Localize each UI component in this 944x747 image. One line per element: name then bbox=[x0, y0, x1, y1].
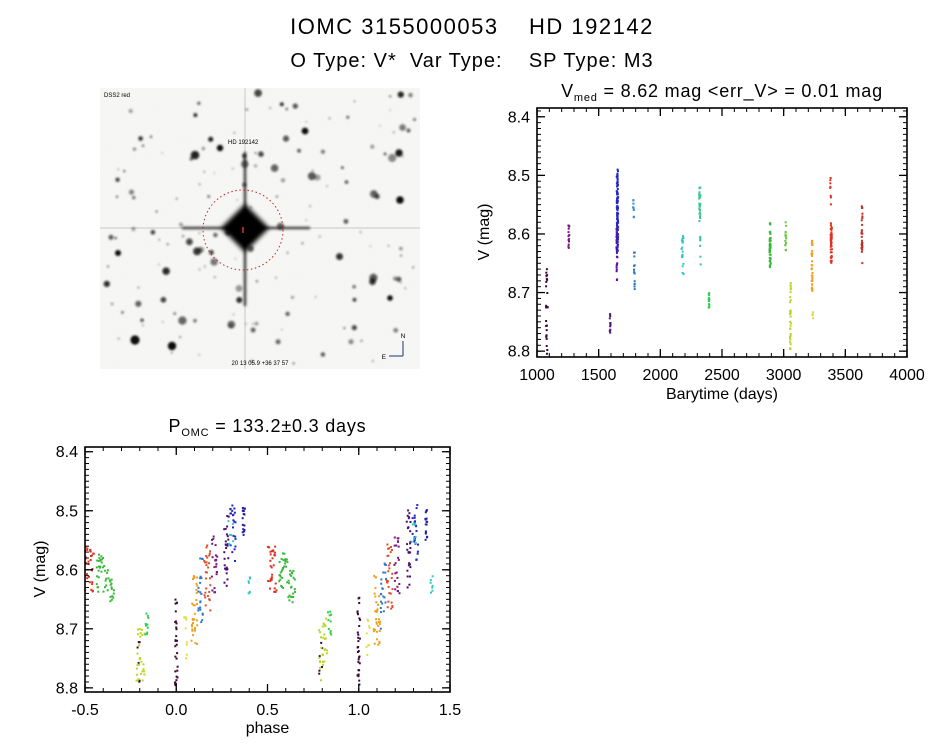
target-marker bbox=[202, 189, 284, 271]
finding-chart: DSS2 red HD 192142 20 13 05.9 +36 37 57 … bbox=[100, 88, 420, 369]
compass-north-label: N bbox=[401, 333, 406, 340]
central-star bbox=[182, 152, 310, 306]
svg-text:8.7: 8.7 bbox=[508, 285, 530, 302]
coords-label: 20 13 05.9 +36 37 57 bbox=[232, 361, 290, 367]
phase-tick-labels: -0.5 0.0 0.5 1.0 1.5 8.4 8.5 8.6 8.7 8.8 bbox=[56, 444, 461, 719]
time-yaxis-label: V (mag) bbox=[476, 204, 493, 261]
svg-text:3000: 3000 bbox=[766, 367, 802, 384]
svg-text:8.4: 8.4 bbox=[508, 109, 530, 126]
svg-text:0.5: 0.5 bbox=[256, 702, 278, 719]
svg-text:1.0: 1.0 bbox=[348, 702, 370, 719]
svg-text:8.6: 8.6 bbox=[508, 226, 530, 243]
phase-xaxis-label: phase bbox=[246, 720, 290, 737]
time-axis-frame bbox=[536, 107, 908, 358]
svg-text:3500: 3500 bbox=[828, 367, 864, 384]
svg-text:8.5: 8.5 bbox=[56, 503, 78, 520]
phase-axis-ticks bbox=[84, 447, 451, 692]
svg-text:0.0: 0.0 bbox=[165, 702, 187, 719]
compass-icon bbox=[389, 341, 404, 357]
page-title: IOMC 3155000053 HD 192142 bbox=[290, 14, 654, 39]
svg-text:8.8: 8.8 bbox=[56, 680, 78, 697]
phase-data-points bbox=[84, 504, 434, 687]
svg-text:-0.5: -0.5 bbox=[71, 702, 99, 719]
svg-text:2000: 2000 bbox=[643, 367, 679, 384]
time-tick-labels: 1000 1500 2000 2500 3000 3500 4000 8.4 8.5 8.6 8.7… bbox=[508, 109, 925, 384]
target-label: HD 192142 bbox=[228, 140, 259, 146]
time-chart-title: Vmed = 8.62 mag <err_V> = 0.01 mag bbox=[561, 81, 883, 104]
star-dots bbox=[103, 89, 416, 365]
survey-label: DSS2 red bbox=[104, 93, 130, 99]
time-xaxis-label: Barytime (days) bbox=[666, 386, 778, 403]
time-data-points bbox=[545, 168, 864, 355]
svg-text:8.4: 8.4 bbox=[56, 444, 78, 461]
time-series-chart: Vmed = 8.62 mag <err_V> = 0.01 mag 1000 15… bbox=[455, 80, 944, 410]
phase-folded-chart: POMC = 133.2±0.3 days -0.5 0.0 0.5 1.0 1.5 8.4… bbox=[20, 415, 490, 747]
svg-text:2500: 2500 bbox=[704, 367, 740, 384]
time-axis-ticks bbox=[536, 108, 908, 358]
svg-text:4000: 4000 bbox=[889, 367, 925, 384]
time-chart-svg: Vmed = 8.62 mag <err_V> = 0.01 mag 1000 15… bbox=[476, 81, 925, 403]
svg-text:8.5: 8.5 bbox=[508, 168, 530, 185]
svg-text:1000: 1000 bbox=[519, 367, 555, 384]
svg-text:1.5: 1.5 bbox=[439, 702, 461, 719]
phase-yaxis-label: V (mag) bbox=[32, 541, 49, 598]
finding-chart-svg: DSS2 red HD 192142 20 13 05.9 +36 37 57 … bbox=[100, 88, 420, 369]
page-subtitle: O Type: V* Var Type: SP Type: M3 bbox=[290, 50, 654, 72]
phase-axis-frame bbox=[84, 446, 451, 693]
svg-text:1500: 1500 bbox=[581, 367, 617, 384]
svg-text:8.8: 8.8 bbox=[508, 344, 530, 361]
phase-chart-svg: POMC = 133.2±0.3 days -0.5 0.0 0.5 1.0 1.5 8.4… bbox=[32, 416, 461, 737]
svg-text:8.7: 8.7 bbox=[56, 621, 78, 638]
phase-chart-title: POMC = 133.2±0.3 days bbox=[169, 416, 367, 439]
compass-east-label: E bbox=[382, 354, 387, 361]
svg-text:8.6: 8.6 bbox=[56, 562, 78, 579]
